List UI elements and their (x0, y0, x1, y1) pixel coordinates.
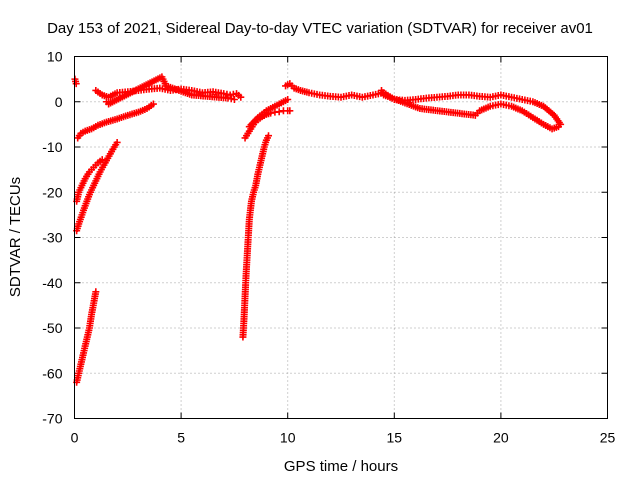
y-tick-label: -50 (42, 320, 62, 336)
series-arc-B (74, 100, 157, 142)
x-tick-label: 25 (600, 430, 616, 446)
data-point (275, 108, 283, 116)
series-arc-L (378, 86, 562, 133)
series-arc-D (73, 138, 121, 235)
data-point (286, 107, 294, 115)
series-arc-H (239, 132, 273, 341)
x-axis-label: GPS time / hours (284, 458, 398, 475)
chart-title: Day 153 of 2021, Sidereal Day-to-day VTE… (47, 20, 593, 37)
series-arc-J (245, 95, 292, 131)
y-tick-label: -70 (42, 411, 62, 427)
y-axis-label: SDTVAR / TECUs (7, 177, 24, 297)
plot-frame (74, 56, 608, 419)
data-point (230, 95, 238, 103)
x-tick-labels: 0 5 10 15 20 25 (71, 430, 616, 446)
data-point (237, 93, 245, 101)
x-tick-label: 0 (71, 430, 79, 446)
x-tick-label: 15 (387, 430, 403, 446)
data-point (265, 132, 273, 140)
y-tick-label: -20 (42, 184, 62, 200)
gridlines (74, 56, 608, 419)
x-tick-label: 5 (177, 430, 185, 446)
y-tick-label: 10 (47, 49, 63, 65)
data-point (72, 80, 80, 88)
x-tick-label: 10 (280, 430, 296, 446)
data-point (284, 95, 292, 103)
series-arc-F (92, 84, 245, 101)
data-point (554, 123, 562, 131)
data-point (113, 138, 121, 146)
y-tick-label: -30 (42, 230, 62, 246)
data-points (71, 73, 565, 386)
data-point (149, 100, 157, 108)
x-tick-label: 20 (493, 430, 509, 446)
y-tick-labels: -70 -60 -50 -40 -30 -20 -10 0 10 (42, 49, 62, 427)
series-arc-G (102, 73, 238, 108)
series-arc-E (73, 288, 100, 386)
y-tick-label: -60 (42, 365, 62, 381)
data-point (92, 288, 100, 296)
y-tick-label: -40 (42, 275, 62, 291)
y-tick-label: -10 (42, 139, 62, 155)
y-tick-label: 0 (55, 94, 63, 110)
